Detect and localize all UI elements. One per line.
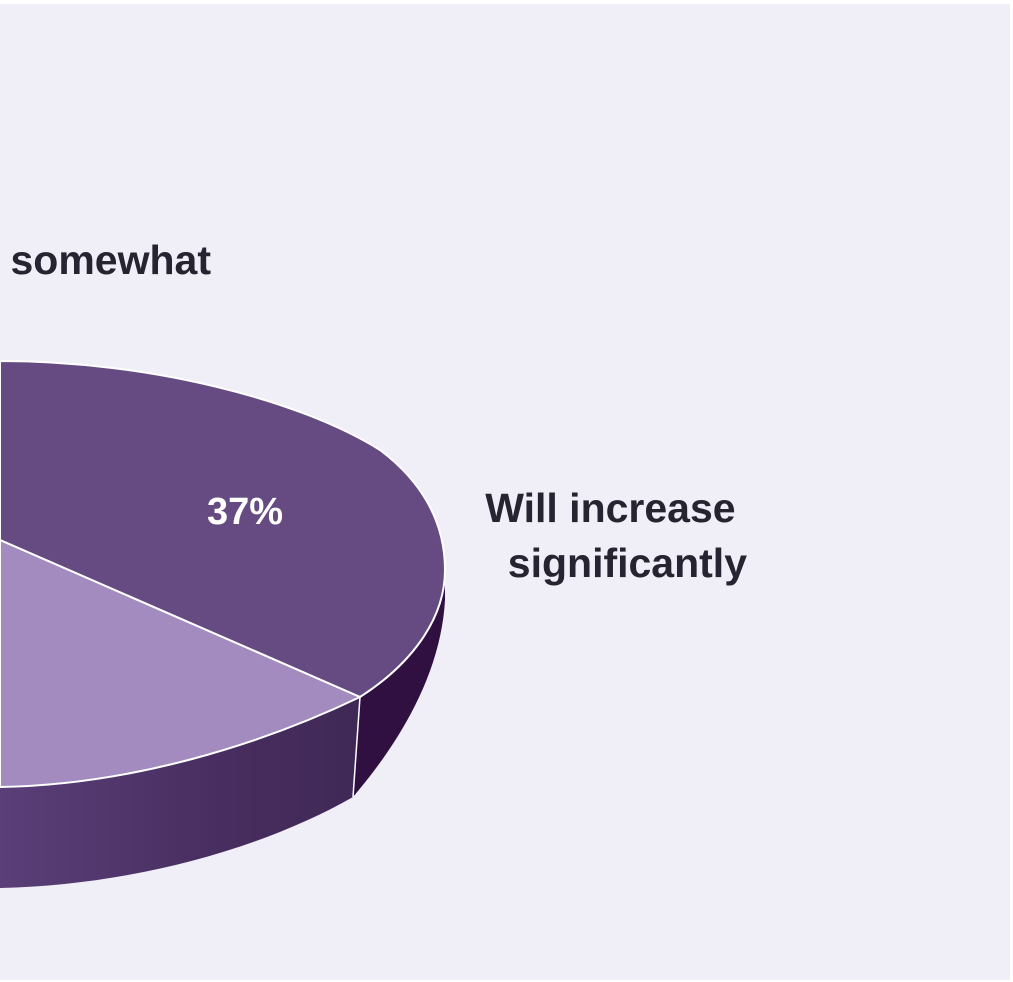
slice-category-label-somewhat: somewhat	[11, 237, 212, 283]
slice-category-label-significantly: Will increase significantly	[485, 485, 747, 586]
pie-slice-will-increase-significantly	[0, 360, 446, 698]
pie-slice-side-significantly	[353, 570, 446, 797]
pie-slice-will-increase-somewhat	[0, 539, 361, 788]
pie-slice-side-somewhat	[0, 697, 360, 888]
slice-value-label: 37%	[207, 491, 283, 533]
label-line-2: significantly	[508, 540, 747, 586]
label-line-1: Will increase	[485, 485, 735, 531]
pie-slice-seam	[352, 696, 361, 798]
